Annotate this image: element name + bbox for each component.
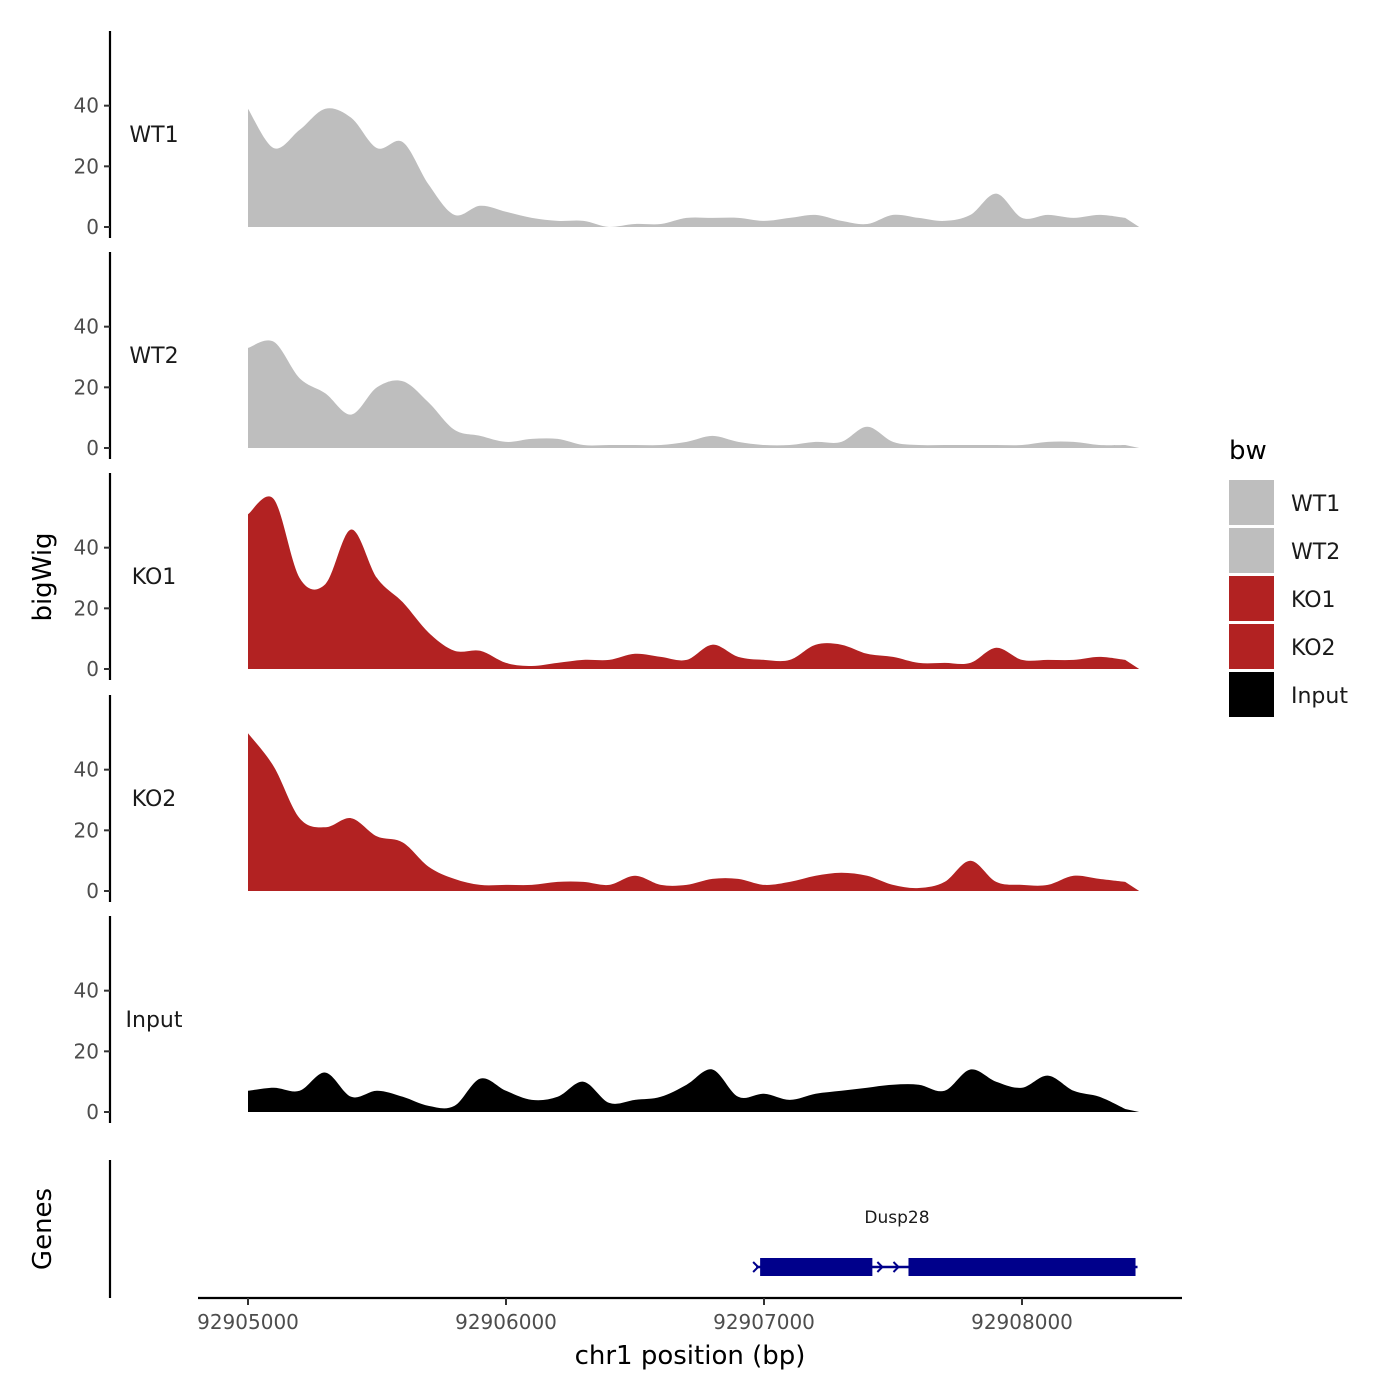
y-tick-label: 40 xyxy=(74,979,99,1003)
x-tick-label: 92907000 xyxy=(713,1310,815,1334)
track-panels: 0 20 40 WT1 0 20 40 WT2 0 20 40 KO1 0 20 40 KO2 0 20 40 Inp… xyxy=(74,31,1140,1124)
y-tick-label: 0 xyxy=(86,1100,99,1124)
area-wt2 xyxy=(248,340,1140,448)
track-label-ko2: KO2 xyxy=(132,787,177,812)
y-tick-label: 40 xyxy=(74,536,99,560)
x-axis-title: chr1 position (bp) xyxy=(575,1341,806,1371)
y-tick-label: 20 xyxy=(74,818,99,842)
gene-exon xyxy=(908,1258,1136,1276)
legend-label-ko1: KO1 xyxy=(1291,588,1336,613)
legend: bw WT1 WT2 KO1 KO2 Input xyxy=(1229,436,1348,717)
legend-swatch-wt1 xyxy=(1229,480,1274,525)
legend-swatch-input xyxy=(1229,672,1274,717)
track-label-ko1: KO1 xyxy=(132,565,177,590)
y-axis-title: bigWig xyxy=(28,532,58,621)
x-tick-label: 92905000 xyxy=(197,1310,299,1334)
y-tick-label: 20 xyxy=(74,375,99,399)
strand-arrow xyxy=(876,1261,884,1273)
track-ko2: 0 20 40 KO2 xyxy=(74,695,1140,903)
x-axis: 92905000 92906000 92907000 92908000 xyxy=(197,1296,1182,1334)
genes-axis-title: Genes xyxy=(28,1188,58,1270)
y-tick-label: 0 xyxy=(86,657,99,681)
strand-arrow xyxy=(892,1261,900,1273)
y-tick-label: 20 xyxy=(74,596,99,620)
track-label-wt2: WT2 xyxy=(129,344,178,369)
track-wt1: 0 20 40 WT1 xyxy=(74,31,1140,239)
x-tick-label: 92906000 xyxy=(455,1310,557,1334)
area-wt1 xyxy=(248,108,1140,227)
legend-label-wt1: WT1 xyxy=(1291,492,1340,517)
legend-label-ko2: KO2 xyxy=(1291,636,1336,661)
strand-arrow xyxy=(752,1261,760,1273)
area-ko2 xyxy=(248,733,1140,891)
legend-label-input: Input xyxy=(1291,684,1348,709)
gene-panel: Dusp28 xyxy=(108,1160,1138,1298)
track-wt2: 0 20 40 WT2 xyxy=(74,252,1140,460)
y-tick-label: 40 xyxy=(74,758,99,782)
x-tick-label: 92908000 xyxy=(971,1310,1073,1334)
track-label-wt1: WT1 xyxy=(129,123,178,148)
area-input xyxy=(248,1069,1140,1112)
y-tick-label: 20 xyxy=(74,154,99,178)
track-input: 0 20 40 Input xyxy=(74,916,1140,1124)
track-ko1: 0 20 40 KO1 xyxy=(74,473,1140,681)
legend-swatch-wt2 xyxy=(1229,528,1274,573)
y-tick-label: 0 xyxy=(86,879,99,903)
y-tick-label: 20 xyxy=(74,1039,99,1063)
y-tick-label: 40 xyxy=(74,94,99,118)
gene-exon xyxy=(760,1258,873,1276)
y-tick-label: 40 xyxy=(74,315,99,339)
legend-swatch-ko1 xyxy=(1229,576,1274,621)
y-tick-label: 0 xyxy=(86,436,99,460)
area-ko1 xyxy=(248,496,1140,669)
track-label-input: Input xyxy=(126,1008,183,1033)
legend-label-wt2: WT2 xyxy=(1291,540,1340,565)
y-tick-label: 0 xyxy=(86,215,99,239)
gene-name-label: Dusp28 xyxy=(864,1208,929,1228)
legend-title: bw xyxy=(1229,436,1267,466)
legend-swatch-ko2 xyxy=(1229,624,1274,669)
